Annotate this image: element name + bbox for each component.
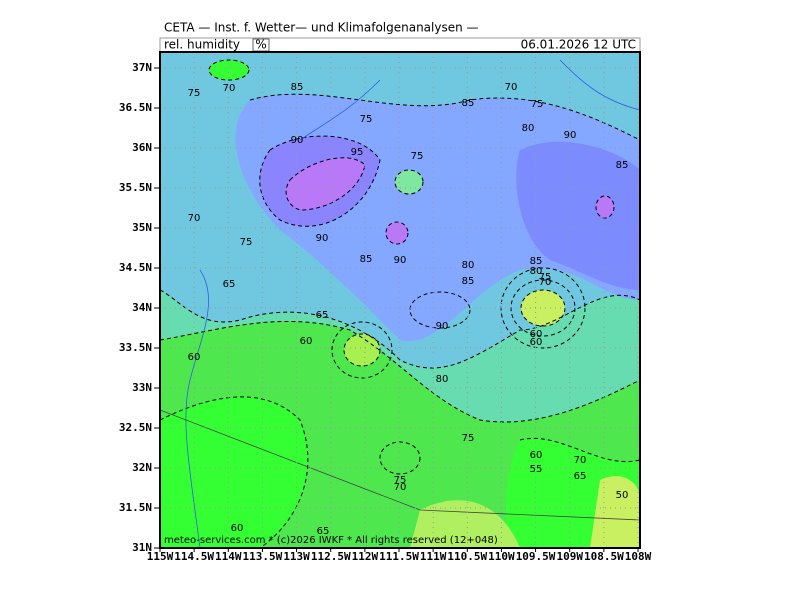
lat-tick-label: 31N [132, 541, 152, 554]
field [160, 52, 640, 548]
field-violet-east [516, 141, 640, 290]
contour-label: 85 [616, 160, 629, 171]
lon-tick-label: 114W [215, 550, 242, 563]
contour-label: 90 [436, 321, 449, 332]
contour-label: 85 [462, 98, 475, 109]
contour-label: 70 [574, 455, 587, 466]
lon-tick-label: 111.5W [379, 550, 419, 563]
contour-label: 50 [616, 490, 629, 501]
datetime: 06.01.2026 12 UTC [521, 38, 636, 52]
contour-label: 60 [300, 336, 313, 347]
contour-label: 90 [316, 233, 329, 244]
contour-label: 55 [530, 464, 543, 475]
contour-label: 80 [462, 260, 475, 271]
contour-label: 65 [316, 310, 329, 321]
field-dry-south [410, 500, 520, 548]
lat-tick-label: 35N [132, 221, 152, 234]
unit: % [255, 38, 266, 52]
contour-label: 80 [530, 266, 543, 277]
lat-tick-label: 36N [132, 141, 152, 154]
contour-label: 65 [317, 526, 330, 537]
contour-label: 85 [462, 276, 475, 287]
contour-label: 80 [436, 374, 449, 385]
contour-label: 70 [188, 213, 201, 224]
field-purple-center [386, 222, 408, 244]
contour-label: 70 [505, 82, 518, 93]
lat-tick-label: 34N [132, 301, 152, 314]
grid [159, 52, 640, 549]
contour-label: 65 [574, 471, 587, 482]
lon-tick-label: 114.5W [174, 550, 214, 563]
lat-tick-label: 31.5N [119, 501, 152, 514]
contour-label: 75 [394, 475, 407, 486]
lat-tick-label: 32.5N [119, 421, 152, 434]
contour-label: 60 [530, 329, 543, 340]
contour-label: 65 [223, 279, 236, 290]
contour-label: 80 [522, 123, 535, 134]
lon-tick-label: 109.5W [516, 550, 556, 563]
lon-tick-label: 109W [556, 550, 583, 563]
contour-label: 85 [530, 256, 543, 267]
field-green-north [209, 60, 249, 80]
contour-label: 75 [462, 433, 475, 444]
plot-frame [159, 51, 641, 549]
contour-label: 60 [188, 352, 201, 363]
lon-tick-label: 113.5W [243, 550, 283, 563]
lon-tick-label: 110.5W [447, 550, 487, 563]
lon-tick-label: 115W [147, 550, 174, 563]
lon-tick-label: 113W [283, 550, 310, 563]
contour-label: 75 [411, 151, 424, 162]
contour-label: 90 [564, 130, 577, 141]
contour-label: 85 [291, 82, 304, 93]
contour-label: 75 [240, 237, 253, 248]
lat-tick-label: 33.5N [119, 341, 152, 354]
lat-tick-label: 32N [132, 461, 152, 474]
contour-label: 90 [291, 135, 304, 146]
contour-label: 75 [188, 88, 201, 99]
contour-label: 95 [351, 147, 364, 158]
field-dry-spot [521, 290, 565, 326]
header-title: CETA — Inst. f. Wetter— und Klimafolgena… [164, 21, 479, 35]
lon-tick-label: 108.5W [584, 550, 624, 563]
lat-tick-label: 36.5N [119, 101, 152, 114]
axis-ticks: 37N 36.5N 36N 35.5N 35N 34.5N 34N 33.5N 33N 32.5N… [119, 61, 652, 563]
contour-label: 75 [539, 272, 552, 283]
lat-tick-label: 33N [132, 381, 152, 394]
field-bright [160, 396, 308, 548]
field-dry-spot-2 [344, 334, 380, 366]
rivers [185, 59, 640, 548]
contour-label: 70 [539, 277, 552, 288]
lon-tick-label: 110W [488, 550, 515, 563]
lat-tick-label: 37N [132, 61, 152, 74]
contour-label: 60 [530, 450, 543, 461]
lon-tick-label: 112.5W [311, 550, 351, 563]
field-label: rel. humidity [164, 38, 240, 52]
borders [160, 409, 640, 521]
field-purple-east [596, 196, 614, 218]
lon-tick-label: 112W [352, 550, 379, 563]
contour-label: 90 [394, 255, 407, 266]
contour-label: 85 [360, 254, 373, 265]
contour-label: 70 [223, 83, 236, 94]
lon-tick-label: 111W [420, 550, 447, 563]
lon-tick-label: 108W [625, 550, 652, 563]
copyright-footer: meteo-services.com * (c)2026 IWKF * All … [164, 535, 498, 546]
contour-label: 60 [530, 337, 543, 348]
contour-label: 70 [394, 482, 407, 493]
contour-label: 75 [531, 99, 544, 110]
lat-tick-label: 35.5N [119, 181, 152, 194]
contour-label: 75 [360, 114, 373, 125]
field-purple [286, 157, 365, 210]
lat-tick-label: 34.5N [119, 261, 152, 274]
contour-label: 60 [231, 523, 244, 534]
field-dry-se [590, 476, 640, 548]
